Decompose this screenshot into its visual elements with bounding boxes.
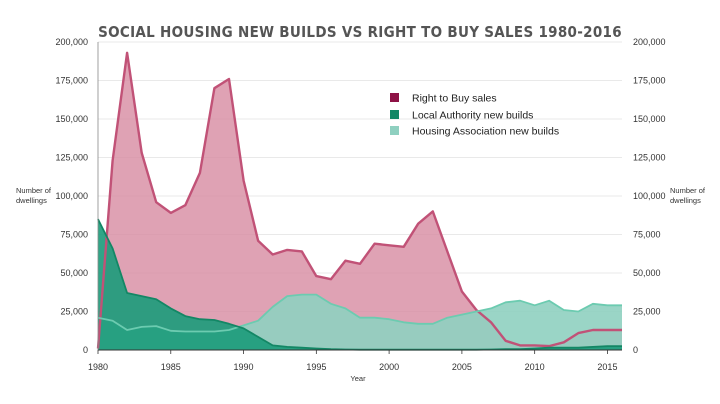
legend-swatch-housing-association [390,126,399,135]
x-tick-label: 1990 [234,362,254,372]
y-tick-label-right: 125,000 [633,153,666,163]
y-tick-label-left: 125,000 [55,153,88,163]
area-right-to-buy [98,52,622,351]
legend-swatch-right-to-buy [390,93,399,102]
y-axis-label-left-line-2: dwellings [16,196,47,205]
y-tick-label-left: 175,000 [55,76,88,86]
axes: 0 0 25,000 25,000 50,000 50,000 75,000 75,000 10… [55,37,665,372]
y-axis-label-right-line-2: dwellings [670,196,701,205]
x-tick-label: 1980 [88,362,108,372]
legend-item-local-authority: Local Authority new builds [390,110,533,122]
y-tick-label-right: 25,000 [633,307,661,317]
x-tick-label: 2005 [452,362,472,372]
y-tick-label-left: 100,000 [55,191,88,201]
x-axis-label: Year [350,374,366,383]
y-tick-label-left: 25,000 [60,307,88,317]
y-tick-label-right: 0 [633,345,638,355]
x-tick-label: 2010 [525,362,545,372]
legend-item-right-to-buy: Right to Buy sales [390,93,497,105]
legend-item-housing-association: Housing Association new builds [390,126,559,138]
x-tick-label: 1995 [306,362,326,372]
area-local-authority [98,219,622,350]
y-tick-label-right: 200,000 [633,37,666,47]
legend-label-local-authority: Local Authority new builds [412,110,533,122]
legend-label-right-to-buy: Right to Buy sales [412,93,497,105]
x-tick-label: 1985 [161,362,181,372]
legend-swatch-local-authority [390,110,399,119]
y-tick-label-right: 50,000 [633,268,661,278]
y-axis-label-left-line-1: Number of [16,186,52,195]
line-housing-association [97,293,622,333]
chart-title: SOCIAL HOUSING NEW BUILDS VS RIGHT TO BU… [98,23,622,41]
y-tick-label-left: 150,000 [55,114,88,124]
legend: Right to Buy sales Local Authority new b… [390,93,559,138]
y-tick-label-left: 75,000 [60,230,88,240]
y-axis-label-right-line-1: Number of [670,186,706,195]
y-tick-label-right: 175,000 [633,76,666,86]
y-tick-label-left: 50,000 [60,268,88,278]
y-tick-label-right: 100,000 [633,191,666,201]
x-tick-label: 2000 [379,362,399,372]
x-tick-label: 2015 [597,362,617,372]
line-right-to-buy [96,51,622,349]
y-tick-label-right: 150,000 [633,114,666,124]
y-axis-label-left: Number of dwellings [16,186,52,205]
y-tick-label-left: 200,000 [55,37,88,47]
y-tick-label-right: 75,000 [633,230,661,240]
y-axis-label-right: Number of dwellings [670,186,706,205]
plot-area [98,52,622,351]
legend-label-housing-association: Housing Association new builds [412,126,559,138]
y-tick-label-left: 0 [83,345,88,355]
